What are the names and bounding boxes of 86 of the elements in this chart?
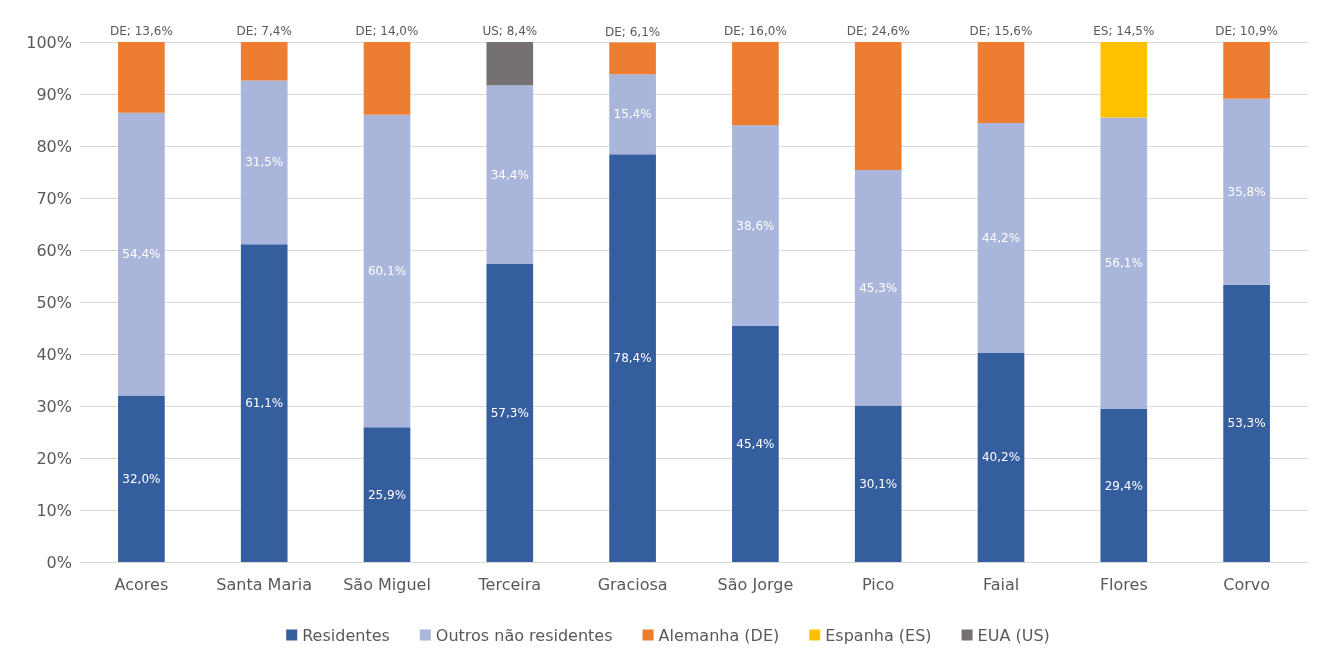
data-label: DE; 16,0% <box>723 24 787 38</box>
data-label: 57,3% <box>490 406 529 421</box>
y-tick-label: 70% <box>36 188 72 208</box>
data-label: 61,1% <box>245 396 284 411</box>
bar <box>977 123 1025 353</box>
x-tick-label: Corvo <box>1223 574 1270 594</box>
data-label: 34,4% <box>490 167 529 182</box>
data-label: DE; 24,6% <box>846 24 910 38</box>
data-label: DE; 7,4% <box>236 24 292 38</box>
legend-label: EUA (US) <box>977 625 1050 645</box>
bar <box>977 42 1025 124</box>
bar <box>118 112 165 396</box>
legend-label: Residentes <box>302 625 390 645</box>
bar <box>609 74 656 155</box>
bar <box>240 80 288 245</box>
data-label: 53,3% <box>1227 416 1266 431</box>
y-tick-label: 40% <box>36 344 72 364</box>
data-label: 15,4% <box>613 107 652 122</box>
data-label: ES; 14,5% <box>1093 24 1155 38</box>
data-label: US; 8,4% <box>482 24 538 38</box>
bar <box>363 114 411 428</box>
x-tick-label: Pico <box>862 574 895 594</box>
bar <box>609 42 656 75</box>
data-label: 35,8% <box>1227 184 1266 199</box>
data-label: 40,2% <box>981 450 1021 465</box>
bar <box>363 427 411 562</box>
y-tick-label: 30% <box>36 396 72 416</box>
data-label: 45,4% <box>736 436 775 451</box>
data-label: DE; 6,1% <box>605 24 661 39</box>
bar <box>854 169 902 406</box>
y-tick-label: 20% <box>36 448 72 468</box>
bar <box>486 264 534 562</box>
data-label: 45,3% <box>859 280 898 295</box>
data-label: 38,6% <box>736 218 775 233</box>
data-label: 31,5% <box>245 155 284 170</box>
data-label: 32,0% <box>122 471 161 486</box>
data-label: DE; 14,0% <box>355 24 419 38</box>
x-tick-label: Faial <box>982 574 1020 594</box>
x-tick-label: Terceira <box>477 574 542 594</box>
data-label: DE; 15,6% <box>969 24 1033 38</box>
x-tick-label: São Jorge <box>717 574 794 594</box>
bar <box>240 42 288 81</box>
data-label: DE; 10,9% <box>1215 24 1279 38</box>
y-tick-label: 0% <box>46 552 72 572</box>
y-tick-label: 10% <box>36 500 72 520</box>
data-label: DE; 13,6% <box>109 24 173 38</box>
bar <box>240 244 288 562</box>
bar <box>363 42 411 115</box>
bar <box>486 42 534 86</box>
bar <box>1223 42 1270 99</box>
bar <box>1100 409 1148 562</box>
bar <box>1223 284 1270 562</box>
y-tick-label: 80% <box>36 136 72 156</box>
x-tick-label: São Miguel <box>343 574 431 594</box>
data-label: 60,1% <box>367 264 407 279</box>
legend-label: Alemanha (DE) <box>658 625 780 645</box>
x-tick-label: Santa Maria <box>216 574 313 594</box>
x-tick-label: Graciosa <box>597 574 668 594</box>
bar <box>732 42 779 126</box>
data-label: 78,4% <box>613 351 652 366</box>
y-tick-label: 90% <box>36 84 72 104</box>
bar <box>1100 42 1148 118</box>
x-tick-label: Flores <box>1099 574 1148 594</box>
y-tick-label: 50% <box>36 292 72 312</box>
x-tick-label: Acores <box>114 574 169 594</box>
y-tick-label: 60% <box>36 240 72 260</box>
bar <box>118 395 165 562</box>
bar <box>854 405 902 562</box>
bar <box>609 154 656 562</box>
bar <box>1100 117 1148 410</box>
bar <box>732 125 779 326</box>
legend-label: Outros não residentes <box>435 625 613 645</box>
legend-label: Espanha (ES) <box>825 625 932 645</box>
bar <box>854 42 902 170</box>
bar <box>1223 98 1270 285</box>
bar <box>977 352 1025 562</box>
bar <box>118 42 165 113</box>
bar <box>732 325 779 562</box>
data-label: 44,2% <box>981 231 1021 246</box>
bar <box>486 85 534 265</box>
data-label: 30,1% <box>859 476 898 491</box>
data-label: 25,9% <box>367 487 407 502</box>
data-label: 29,4% <box>1104 478 1143 493</box>
data-label: 56,1% <box>1104 256 1143 271</box>
y-tick-label: 100% <box>26 32 72 52</box>
data-label: 54,4% <box>122 247 161 262</box>
